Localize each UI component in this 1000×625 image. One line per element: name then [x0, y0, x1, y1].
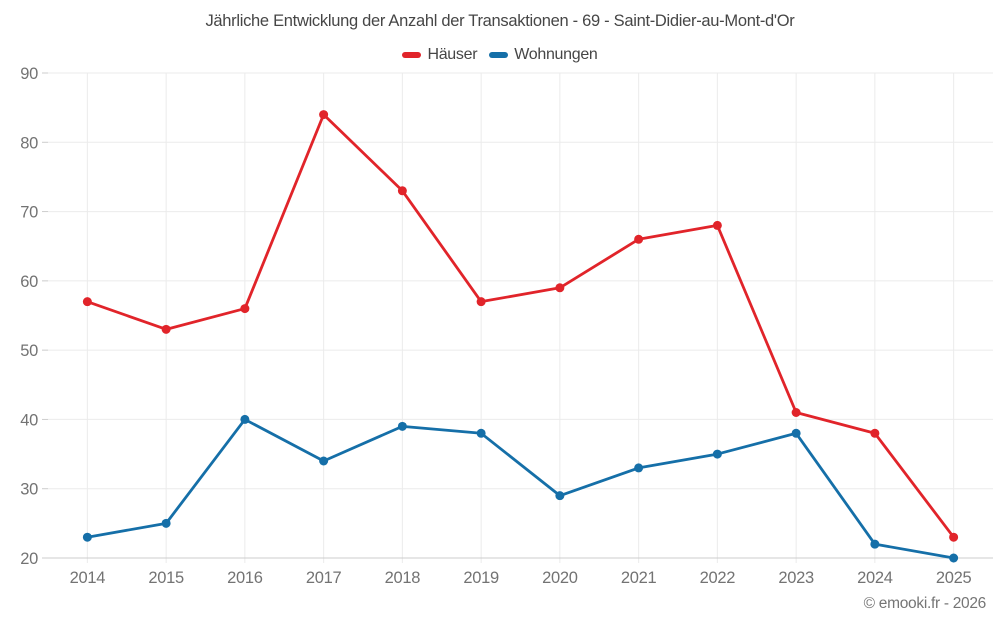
series-point	[949, 532, 959, 542]
x-axis-label: 2014	[70, 569, 106, 587]
x-axis-label: 2019	[463, 569, 499, 587]
series-point	[161, 518, 171, 528]
series-point	[240, 414, 250, 424]
legend-item-haeuser[interactable]: Häuser	[402, 46, 478, 64]
y-axis-label: 20	[20, 550, 38, 568]
y-axis-label: 80	[20, 134, 38, 152]
x-axis-label: 2024	[857, 569, 893, 587]
series-line	[85, 113, 956, 539]
wohnungen-legend-label: Wohnungen	[514, 46, 598, 63]
x-axis-label: 2015	[148, 569, 184, 587]
series-point	[161, 324, 171, 334]
series-point	[634, 463, 644, 473]
x-axis-label: 2025	[936, 569, 972, 587]
y-axis-label: 50	[20, 342, 38, 360]
y-axis-label: 60	[20, 273, 38, 291]
series-point	[791, 408, 801, 417]
series-point	[870, 428, 880, 438]
legend: Häuser Wohnungen	[0, 46, 1000, 64]
series-point	[240, 304, 250, 314]
series-point	[476, 428, 486, 438]
x-axis-label: 2017	[306, 569, 342, 587]
series-point	[319, 110, 329, 120]
series-point	[634, 234, 644, 244]
series-point	[397, 186, 407, 196]
haeuser-legend-swatch-icon	[402, 52, 422, 58]
y-axis-label: 90	[20, 65, 38, 83]
series-point	[791, 428, 801, 438]
legend-item-wohnungen[interactable]: Wohnungen	[489, 46, 598, 64]
x-axis-label: 2018	[385, 569, 421, 587]
series-point	[870, 539, 880, 549]
x-axis-label: 2016	[227, 569, 263, 587]
series-point	[712, 220, 722, 230]
series-point	[476, 297, 486, 307]
copyright-footer: © emooki.fr - 2026	[863, 595, 987, 612]
series-point	[319, 456, 329, 466]
y-axis-label: 30	[20, 481, 38, 499]
series-line	[85, 418, 956, 560]
y-axis-label: 70	[20, 204, 38, 222]
chart-title: Jährliche Entwicklung der Anzahl der Tra…	[205, 12, 795, 30]
x-axis-label: 2021	[621, 569, 657, 587]
series-point	[949, 553, 959, 563]
series-point	[555, 491, 565, 501]
x-axis-label: 2022	[700, 569, 736, 587]
x-axis-label: 2023	[778, 569, 814, 587]
series-point	[82, 297, 92, 307]
x-axis-label: 2020	[542, 569, 578, 587]
series-point	[397, 421, 407, 431]
series-point	[82, 532, 92, 542]
series-point	[712, 449, 722, 459]
haeuser-legend-label: Häuser	[427, 46, 478, 63]
y-axis-label: 40	[20, 411, 38, 429]
wohnungen-legend-swatch-icon	[489, 52, 509, 58]
series-point	[555, 283, 565, 293]
